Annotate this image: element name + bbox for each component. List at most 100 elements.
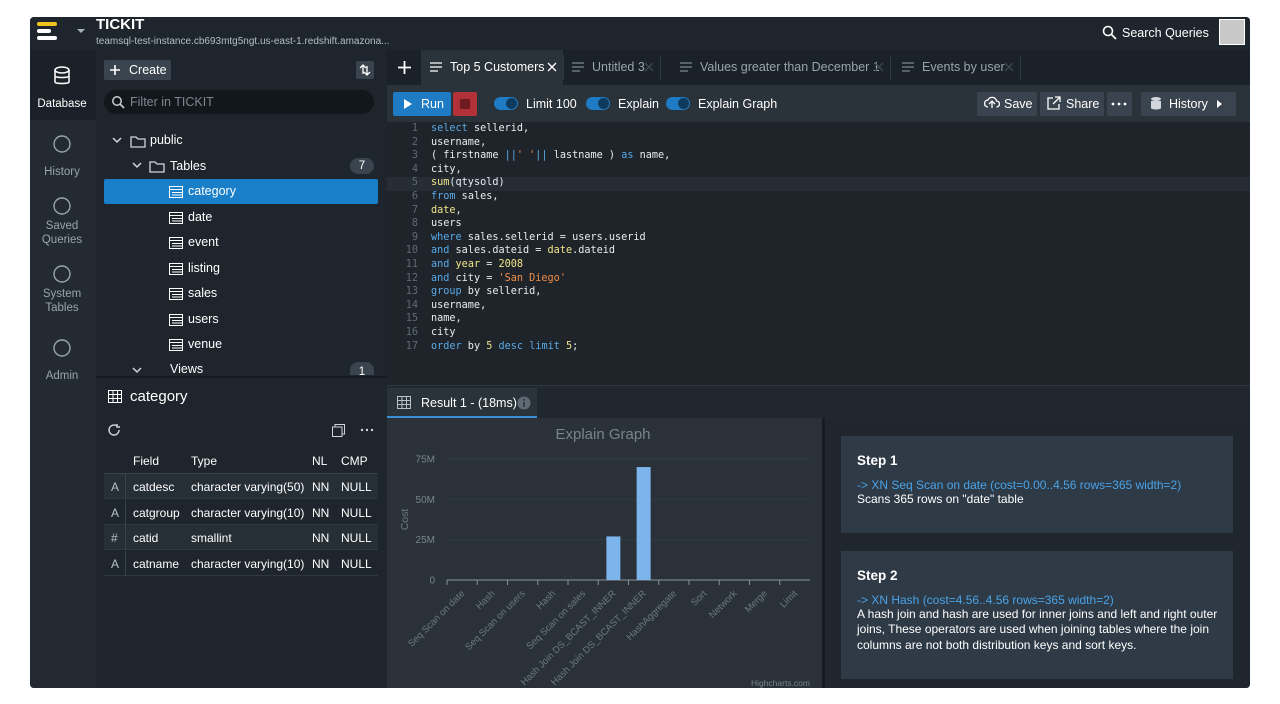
tab[interactable]: Top 5 Customers bbox=[450, 60, 545, 74]
step-title: Step 1 bbox=[857, 453, 898, 468]
code-token: and bbox=[431, 272, 450, 284]
cell: NN bbox=[312, 556, 330, 571]
result-tab-active[interactable] bbox=[387, 388, 537, 418]
line-number: 3 bbox=[411, 150, 418, 162]
cell: smallint bbox=[191, 531, 232, 545]
tab[interactable]: Untitled 3 bbox=[592, 60, 645, 74]
table-name[interactable]: category bbox=[188, 184, 236, 198]
tables-folder[interactable]: Tables bbox=[170, 159, 207, 173]
table-name[interactable]: users bbox=[188, 311, 219, 326]
history-label[interactable]: History bbox=[1169, 97, 1208, 111]
step-description: A hash join and hash are used for inner … bbox=[857, 607, 1218, 652]
nav-item[interactable]: System Tables bbox=[42, 288, 82, 314]
code-line: select sellerid, bbox=[431, 123, 530, 134]
top-bar bbox=[30, 17, 1250, 50]
nav-item[interactable]: Saved Queries bbox=[41, 220, 83, 246]
folder-icon bbox=[149, 161, 165, 173]
views-folder[interactable]: Views bbox=[170, 362, 204, 375]
result-tab[interactable]: Result 1 - (18ms) bbox=[421, 396, 517, 410]
nav-item[interactable]: Admin bbox=[45, 370, 79, 382]
code-token: 5 bbox=[486, 340, 493, 352]
line-number: 14 bbox=[405, 299, 418, 311]
schema-tree: category date event listing sales users venue bbox=[96, 128, 387, 375]
plus-icon bbox=[110, 65, 120, 75]
tab-close[interactable] bbox=[1004, 62, 1014, 72]
selected-row bbox=[104, 179, 378, 204]
table-name[interactable]: sales bbox=[188, 286, 218, 300]
cell: NN bbox=[312, 505, 330, 520]
run-label[interactable]: Run bbox=[421, 97, 444, 111]
toggle-knob bbox=[598, 98, 609, 109]
credits: Highcharts.com bbox=[751, 678, 810, 688]
toggle-label[interactable]: Limit 100 bbox=[526, 97, 577, 111]
code-line: username, bbox=[431, 299, 487, 311]
cell: catgroup bbox=[133, 505, 180, 520]
code-token: || bbox=[504, 150, 517, 162]
column-header: CMP bbox=[341, 454, 368, 468]
nav-item[interactable]: History bbox=[44, 166, 80, 178]
tab-separator bbox=[660, 55, 661, 80]
tab[interactable]: Values greater than December 1 bbox=[700, 60, 880, 74]
nav-active bbox=[30, 50, 96, 120]
tab-active[interactable] bbox=[421, 50, 563, 85]
code-line: group by sellerid, bbox=[431, 286, 542, 298]
schema-name[interactable]: public bbox=[150, 133, 183, 147]
grid-icon bbox=[108, 390, 122, 403]
table-name[interactable]: event bbox=[188, 235, 219, 249]
filter-input[interactable] bbox=[104, 90, 374, 114]
tree-caret[interactable] bbox=[112, 135, 122, 145]
code-line: where sales.sellerid = users.userid bbox=[431, 231, 646, 243]
search-queries[interactable]: Search Queries bbox=[1122, 26, 1209, 40]
tab-separator bbox=[563, 55, 564, 80]
refresh-button[interactable] bbox=[107, 423, 122, 438]
tab-close[interactable] bbox=[547, 62, 557, 72]
table-row bbox=[104, 550, 378, 576]
import-button[interactable] bbox=[355, 60, 375, 80]
save-label[interactable]: Save bbox=[1004, 97, 1033, 111]
table-name[interactable]: listing bbox=[188, 260, 220, 275]
create-button[interactable] bbox=[104, 60, 171, 80]
code-line: order by 5 desc limit 5; bbox=[431, 340, 579, 352]
tree-caret[interactable] bbox=[132, 365, 142, 375]
search-icon[interactable] bbox=[1102, 25, 1118, 41]
count-badge: 7 bbox=[350, 158, 374, 174]
tree-caret[interactable] bbox=[132, 160, 142, 170]
more-button[interactable] bbox=[360, 428, 374, 432]
line-number: 4 bbox=[411, 163, 418, 175]
nav-item[interactable]: Database bbox=[37, 98, 87, 110]
run-button[interactable] bbox=[393, 92, 451, 116]
new-tab-button[interactable] bbox=[397, 60, 412, 75]
history-icon bbox=[1151, 97, 1161, 110]
cell: character varying(10) bbox=[191, 556, 305, 571]
avatar[interactable] bbox=[1219, 19, 1245, 45]
share-label[interactable]: Share bbox=[1066, 97, 1100, 111]
nav-icon bbox=[53, 197, 71, 215]
toolbar-button[interactable] bbox=[1040, 92, 1104, 116]
current-line bbox=[387, 177, 1250, 191]
x-tick-label: Limit bbox=[778, 588, 800, 610]
logo-bar bbox=[37, 36, 57, 40]
tab[interactable]: Events by user bbox=[922, 60, 1005, 74]
code-token: desc bbox=[498, 340, 524, 352]
table-name[interactable]: venue bbox=[188, 337, 223, 351]
step-title: Step 2 bbox=[857, 568, 898, 583]
copy-button[interactable] bbox=[332, 424, 345, 437]
save-icon bbox=[984, 96, 1000, 108]
toggle-label[interactable]: Explain bbox=[618, 97, 659, 111]
code-token: date bbox=[431, 204, 456, 216]
connection-string: teamsql-test-instance.cb693mtg5ngt.us-ea… bbox=[96, 36, 390, 47]
tab-close[interactable] bbox=[874, 62, 884, 72]
logo[interactable] bbox=[34, 19, 90, 45]
create-label[interactable]: Create bbox=[129, 63, 167, 77]
table-row bbox=[104, 474, 378, 499]
stop-icon bbox=[460, 99, 470, 109]
table-name[interactable]: date bbox=[188, 209, 213, 224]
toolbar-button[interactable] bbox=[977, 92, 1037, 116]
toggle-label[interactable]: Explain Graph bbox=[698, 97, 778, 111]
code-token: 5 bbox=[566, 340, 573, 352]
line-number: 15 bbox=[405, 313, 418, 325]
play-icon bbox=[404, 99, 412, 109]
tab-close[interactable] bbox=[644, 62, 654, 72]
y-tick-label: 25M bbox=[416, 535, 435, 546]
